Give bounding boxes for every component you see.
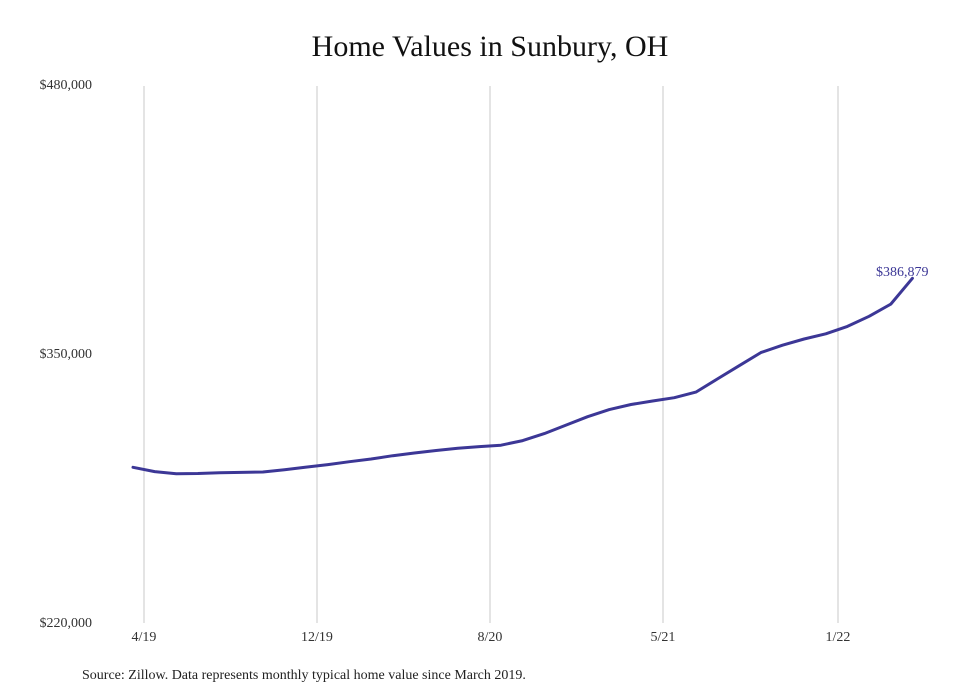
x-axis: 4/19 12/19 8/20 5/21 1/22 xyxy=(132,630,851,645)
x-tick-label: 4/19 xyxy=(132,630,157,645)
end-value-label: $386,879 xyxy=(876,265,929,280)
x-tick-label: 8/20 xyxy=(478,630,503,645)
y-axis: $480,000 $350,000 $220,000 xyxy=(40,78,93,631)
grid-lines xyxy=(143,86,839,623)
x-tick-label: 12/19 xyxy=(301,630,333,645)
x-tick-label: 5/21 xyxy=(651,630,676,645)
source-note: Source: Zillow. Data represents monthly … xyxy=(82,668,526,683)
home-value-line xyxy=(131,276,914,476)
y-tick-label: $220,000 xyxy=(40,616,93,631)
y-tick-label: $480,000 xyxy=(40,78,93,93)
y-tick-label: $350,000 xyxy=(40,347,93,362)
chart-title: Home Values in Sunbury, OH xyxy=(311,30,669,63)
x-tick-label: 1/22 xyxy=(826,630,851,645)
